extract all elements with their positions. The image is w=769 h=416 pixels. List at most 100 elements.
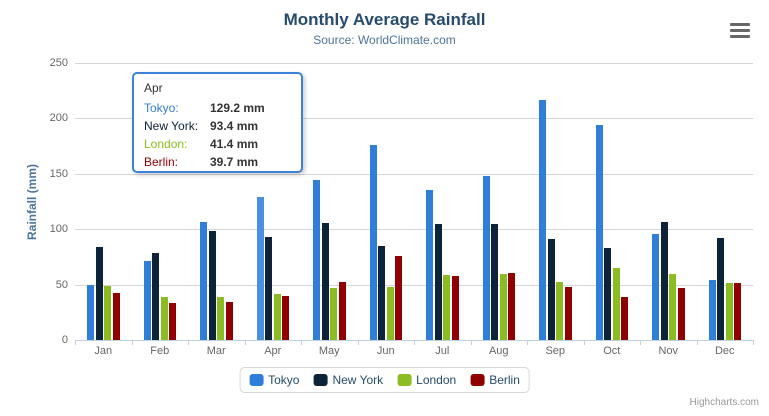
- bar-berlin-dec[interactable]: [734, 283, 741, 340]
- bar-new-york-apr[interactable]: [265, 236, 273, 340]
- tooltip-row: New York: 93.4 mm: [144, 117, 291, 135]
- bar-london-dec[interactable]: [725, 283, 733, 340]
- bar-tokyo-apr[interactable]: [256, 196, 264, 340]
- bar-london-may[interactable]: [330, 287, 338, 340]
- bar-new-york-aug[interactable]: [491, 224, 499, 340]
- legend-item-london[interactable]: London: [397, 373, 456, 387]
- x-axis-tick: [527, 340, 528, 345]
- bar-new-york-feb[interactable]: [152, 252, 160, 340]
- y-axis-label: 200: [49, 112, 68, 125]
- bar-london-nov[interactable]: [669, 274, 676, 340]
- context-menu-button[interactable]: [726, 17, 756, 43]
- tooltip-value: 41.4 mm: [210, 137, 259, 151]
- x-axis-tick: [583, 340, 585, 345]
- chart-title: Monthly Average Rainfall: [283, 10, 486, 29]
- bar-london-jun[interactable]: [386, 286, 394, 340]
- bar-london-jan[interactable]: [104, 285, 111, 340]
- bar-berlin-apr[interactable]: [282, 296, 289, 340]
- bar-berlin-aug[interactable]: [508, 273, 515, 340]
- bar-tokyo-dec[interactable]: [708, 279, 716, 340]
- gridline: [75, 63, 753, 64]
- y-axis-label: 100: [49, 223, 68, 236]
- x-axis-tick: [188, 340, 189, 345]
- bar-tokyo-sep[interactable]: [539, 100, 547, 340]
- x-axis-tick: [357, 340, 359, 345]
- bar-tokyo-feb[interactable]: [143, 260, 151, 340]
- bar-tokyo-oct[interactable]: [595, 124, 603, 340]
- bar-berlin-sep[interactable]: [564, 287, 572, 340]
- bar-tokyo-jan[interactable]: [87, 284, 95, 340]
- bar-tokyo-nov[interactable]: [652, 234, 660, 340]
- bar-london-sep[interactable]: [556, 281, 563, 340]
- bar-berlin-jun[interactable]: [395, 256, 402, 340]
- bar-london-jul[interactable]: [443, 274, 451, 340]
- bar-berlin-nov[interactable]: [677, 288, 685, 340]
- bar-new-york-oct[interactable]: [604, 247, 612, 340]
- bar-new-york-sep[interactable]: [547, 239, 555, 340]
- tooltip-series-label: New York:: [144, 119, 199, 133]
- x-axis-label: Jul: [435, 345, 450, 357]
- x-axis-tick: [696, 340, 698, 345]
- bar-london-feb[interactable]: [160, 297, 168, 340]
- legend-item-berlin[interactable]: Berlin: [470, 373, 520, 387]
- x-axis-label: May: [318, 345, 340, 357]
- hamburger-icon: [730, 22, 752, 38]
- credits-link[interactable]: Highcharts.com: [689, 397, 759, 408]
- bar-london-mar[interactable]: [217, 296, 225, 340]
- bar-london-aug[interactable]: [499, 274, 507, 340]
- bar-new-york-jan[interactable]: [95, 247, 103, 340]
- legend-swatch: [313, 374, 328, 386]
- bar-berlin-oct[interactable]: [621, 296, 628, 340]
- x-axis-tick: [75, 340, 76, 345]
- bar-new-york-may[interactable]: [321, 222, 329, 340]
- bar-berlin-may[interactable]: [338, 281, 346, 340]
- bar-new-york-dec[interactable]: [717, 237, 725, 340]
- x-axis-tick: [470, 340, 472, 345]
- legend-item-tokyo[interactable]: Tokyo: [249, 373, 299, 387]
- x-axis-label: Apr: [264, 345, 282, 357]
- x-axis-label: Feb: [150, 345, 170, 357]
- legend-swatch: [470, 374, 485, 386]
- bar-berlin-mar[interactable]: [225, 301, 233, 340]
- chart-subtitle: Source: WorldClimate.com: [313, 33, 456, 47]
- bar-new-york-mar[interactable]: [208, 230, 216, 340]
- bar-tokyo-jul[interactable]: [426, 189, 434, 340]
- tooltip-value: 129.2 mm: [210, 101, 265, 115]
- legend-swatch: [249, 374, 264, 386]
- x-axis-tick: [301, 340, 302, 345]
- bar-london-oct[interactable]: [612, 267, 620, 340]
- bar-tokyo-aug[interactable]: [482, 175, 490, 340]
- x-axis-label: Nov: [658, 345, 679, 357]
- bar-berlin-feb[interactable]: [169, 303, 176, 340]
- legend-label: New York: [332, 373, 384, 387]
- tooltip-series-label: Berlin:: [144, 155, 179, 169]
- x-axis-label: Mar: [206, 345, 226, 357]
- bar-berlin-jan[interactable]: [112, 293, 120, 340]
- tooltip-value: 93.4 mm: [210, 119, 259, 133]
- bar-new-york-jun[interactable]: [378, 246, 386, 340]
- x-axis-label: Jun: [376, 345, 395, 357]
- bar-london-apr[interactable]: [273, 294, 281, 340]
- bar-tokyo-jun[interactable]: [369, 145, 377, 340]
- bar-tokyo-mar[interactable]: [200, 222, 208, 340]
- y-axis-label: 50: [55, 278, 68, 291]
- bar-berlin-jul[interactable]: [451, 276, 459, 340]
- gridline: [75, 229, 753, 231]
- legend-item-new-york[interactable]: New York: [313, 373, 383, 387]
- legend-label: Tokyo: [268, 373, 300, 387]
- bar-new-york-jul[interactable]: [434, 223, 442, 340]
- tooltip-series-label: London:: [144, 137, 188, 151]
- bar-new-york-nov[interactable]: [660, 221, 668, 340]
- bar-tokyo-may[interactable]: [313, 180, 321, 340]
- gridline: [75, 284, 753, 286]
- x-axis-tick: [244, 340, 246, 345]
- x-axis-label: Dec: [714, 345, 735, 357]
- x-axis-tick: [640, 340, 641, 345]
- hamburger-bar: [730, 34, 750, 38]
- legend: Tokyo New York London Berlin: [239, 367, 530, 393]
- tooltip-header: Apr: [144, 81, 163, 95]
- tooltip-value: 39.7 mm: [210, 155, 259, 169]
- y-axis-label: 250: [49, 57, 68, 69]
